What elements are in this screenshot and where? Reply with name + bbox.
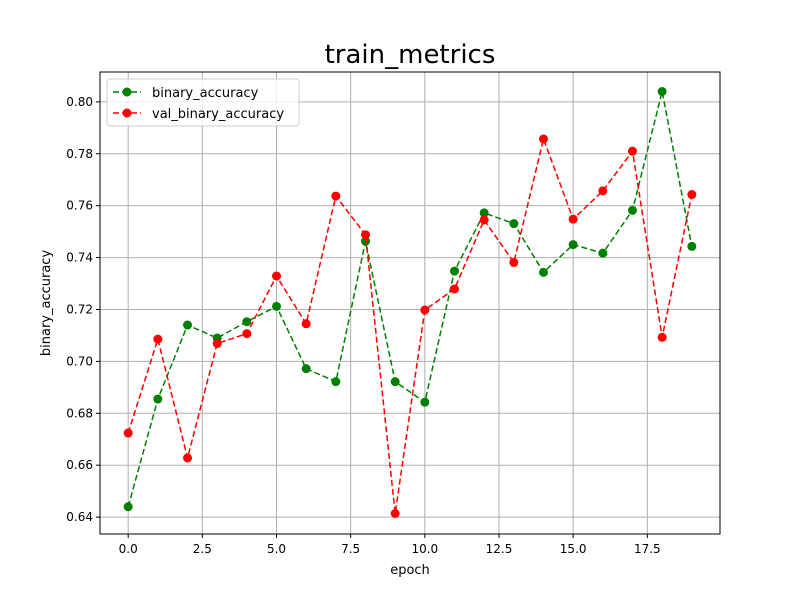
legend-box: [106, 78, 300, 127]
data-point: [538, 267, 548, 277]
series-line: [127, 91, 693, 507]
x-tick-label: 7.5: [341, 542, 360, 556]
data-point: [598, 248, 608, 258]
data-point: [153, 334, 163, 344]
data-point: [538, 134, 548, 144]
data-point: [242, 317, 252, 327]
x-axis-label: epoch: [390, 563, 430, 578]
data-point: [301, 319, 311, 329]
data-point: [627, 205, 637, 215]
data-point: [183, 320, 193, 330]
y-tick-label: 0.78: [66, 147, 93, 161]
series-line: [127, 136, 693, 514]
data-point: [479, 208, 489, 218]
legend-marker: [122, 87, 132, 97]
data-point: [331, 191, 341, 201]
data-point: [449, 266, 459, 276]
y-tick-label: 0.70: [66, 354, 93, 368]
x-tick-label: 2.5: [193, 542, 212, 556]
data-point: [479, 215, 489, 225]
data-point: [568, 240, 578, 250]
series-val_binary_accuracy: [123, 134, 697, 518]
legend-item: binary_accuracy: [113, 86, 259, 101]
data-point: [301, 364, 311, 374]
y-tick-label: 0.72: [66, 302, 93, 316]
data-point: [123, 428, 133, 438]
data-point: [272, 271, 282, 281]
data-point: [183, 453, 193, 463]
legend: binary_accuracy val_binary_accuracy: [106, 78, 300, 127]
x-tick-label: 12.5: [486, 542, 513, 556]
data-point: [598, 186, 608, 196]
data-point: [509, 219, 519, 229]
data-point: [509, 258, 519, 268]
legend-item: val_binary_accuracy: [113, 107, 284, 122]
legend-label: binary_accuracy: [152, 86, 259, 101]
y-axis: 0.64 0.66 0.68 0.70 0.72 0.74 0.76 0.78 0.80: [66, 95, 100, 524]
x-tick-label: 17.5: [634, 542, 661, 556]
data-point: [390, 377, 400, 387]
data-point: [687, 241, 697, 251]
data-point: [657, 332, 667, 342]
series-binary_accuracy: [123, 86, 697, 512]
data-point: [420, 305, 430, 315]
y-tick-label: 0.64: [66, 510, 93, 524]
data-point: [449, 284, 459, 294]
x-tick-label: 10.0: [411, 542, 438, 556]
data-point: [687, 190, 697, 200]
x-axis: 0.0 2.5 5.0 7.5 10.0 12.5 15.0 17.5: [119, 534, 661, 556]
legend-label: val_binary_accuracy: [152, 107, 284, 122]
x-tick-label: 5.0: [267, 542, 286, 556]
x-tick-label: 0.0: [119, 542, 138, 556]
data-point: [420, 397, 430, 407]
data-point: [627, 146, 637, 156]
data-point: [390, 508, 400, 518]
data-point: [123, 502, 133, 512]
y-tick-label: 0.80: [66, 95, 93, 109]
series-layer: [123, 86, 697, 518]
data-point: [272, 301, 282, 311]
y-tick-label: 0.66: [66, 458, 93, 472]
data-point: [331, 377, 341, 387]
y-axis-label: binary_accuracy: [39, 250, 54, 357]
plot-frame: [99, 71, 721, 535]
legend-marker: [122, 108, 132, 118]
x-tick-label: 15.0: [560, 542, 587, 556]
data-point: [361, 230, 371, 240]
data-point: [568, 214, 578, 224]
data-point: [657, 86, 667, 96]
data-point: [153, 394, 163, 404]
y-tick-label: 0.68: [66, 406, 93, 420]
y-tick-label: 0.74: [66, 251, 93, 265]
grid: [100, 72, 720, 534]
data-point: [242, 329, 252, 339]
data-point: [212, 338, 222, 348]
y-tick-label: 0.76: [66, 199, 93, 213]
chart-title: train_metrics: [325, 40, 496, 70]
